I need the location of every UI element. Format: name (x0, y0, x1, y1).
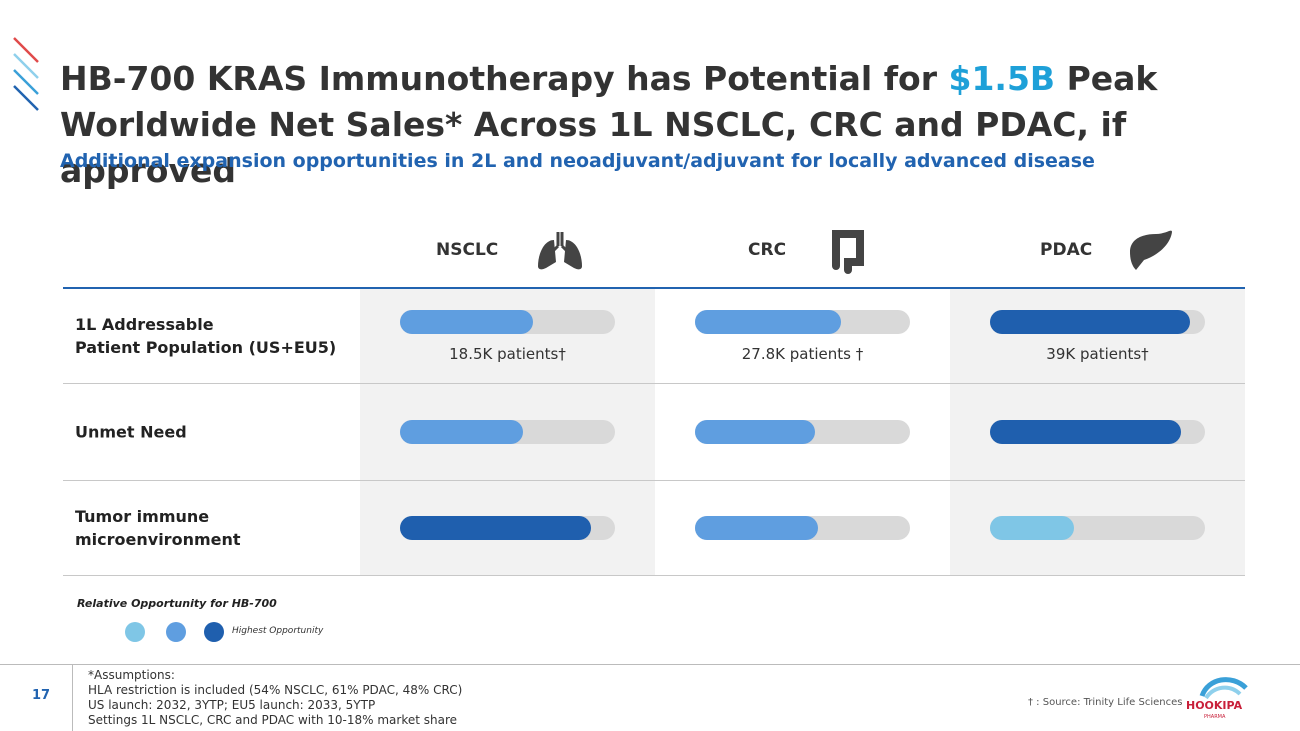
assumption-line: HLA restriction is included (54% NSCLC, … (88, 683, 463, 697)
bar (695, 515, 818, 540)
row-rule (63, 575, 1245, 576)
footer-divider (72, 664, 73, 731)
decoration (13, 37, 39, 111)
bar (990, 419, 1182, 444)
subtitle: Additional expansion opportunities in 2L… (60, 150, 1095, 172)
title-text: HB-700 KRAS Immunotherapy has Potential … (60, 59, 949, 98)
page-number: 17 (32, 688, 51, 703)
assumption-line: *Assumptions: (88, 668, 175, 682)
row-label: Unmet Need (75, 422, 187, 441)
bar-track (695, 419, 910, 444)
legend-title: Relative Opportunity for HB-700 (77, 597, 277, 610)
bar-track (695, 310, 910, 334)
legend-swatch (204, 622, 224, 642)
bar-track (400, 310, 615, 334)
title-text: Peak Worldwide Net Sales* Across 1L NSCL… (60, 59, 1158, 190)
title: HB-700 KRAS Immunotherapy has Potential … (60, 56, 1270, 194)
bar-track (400, 419, 615, 444)
logo: HOOKIPA PHARMA (1186, 677, 1248, 720)
row-label: 1L Addressable Patient Population (US+EU… (75, 314, 337, 357)
bar (400, 419, 523, 444)
lungs-icon (538, 232, 582, 270)
column-header: PDAC (1040, 240, 1093, 260)
colon-icon (832, 230, 864, 274)
legend-swatch (166, 622, 186, 642)
pancreas-icon (1130, 230, 1172, 270)
logo-text: HOOKIPA (1186, 699, 1243, 712)
patient-label: 27.8K patients † (741, 345, 864, 363)
column-header: NSCLC (436, 240, 499, 260)
footer-rule (0, 664, 1300, 665)
bar (695, 419, 816, 444)
assumption-line: US launch: 2032, 3YTP; EU5 launch: 2033,… (88, 698, 376, 712)
bar-track (400, 515, 615, 540)
row-rule (63, 383, 1245, 384)
bar (695, 310, 842, 334)
patient-label: 18.5K patients† (449, 345, 566, 363)
bar-track (990, 515, 1205, 540)
column-header: CRC (748, 240, 787, 260)
legend-swatch (125, 622, 145, 642)
bar-track (695, 515, 910, 540)
bar (990, 310, 1190, 334)
bar (400, 515, 592, 540)
bar (990, 515, 1074, 540)
bar-track (990, 419, 1205, 444)
legend-label: Highest Opportunity (232, 626, 324, 636)
bar (400, 310, 534, 334)
bar-track (990, 310, 1205, 334)
row-label: Tumor immune microenvironment (75, 506, 241, 549)
logo-subtext: PHARMA (1204, 714, 1226, 720)
title-highlight: $1.5B (948, 59, 1056, 98)
source-note: † : Source: Trinity Life Sciences (1028, 697, 1183, 708)
patient-label: 39K patients† (1046, 345, 1149, 363)
assumption-line: Settings 1L NSCLC, CRC and PDAC with 10-… (88, 713, 458, 727)
row-rule (63, 480, 1245, 481)
header-rule (63, 287, 1245, 289)
